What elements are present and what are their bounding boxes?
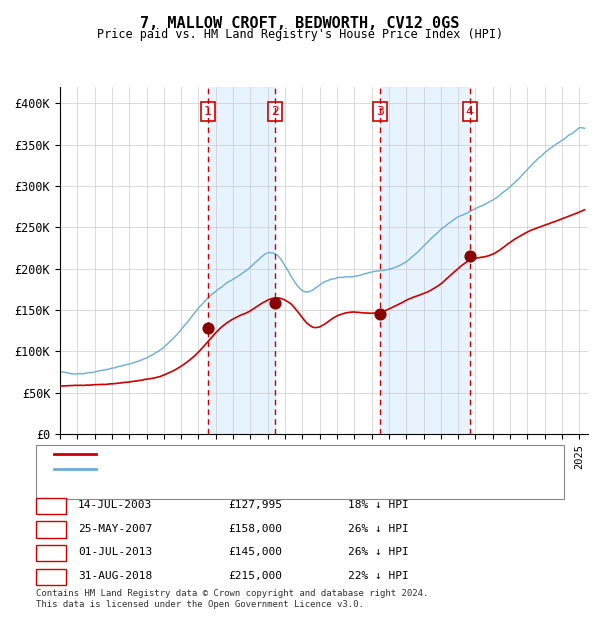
Text: 14-JUL-2003: 14-JUL-2003 [78, 500, 152, 510]
Text: 3: 3 [47, 547, 55, 557]
Text: £158,000: £158,000 [228, 524, 282, 534]
Text: 2: 2 [271, 105, 278, 118]
Text: 31-AUG-2018: 31-AUG-2018 [78, 571, 152, 581]
Text: £127,995: £127,995 [228, 500, 282, 510]
Point [203, 323, 212, 333]
Text: 4: 4 [47, 571, 55, 581]
Text: 26% ↓ HPI: 26% ↓ HPI [348, 524, 409, 534]
Point [270, 298, 280, 308]
Text: 18% ↓ HPI: 18% ↓ HPI [348, 500, 409, 510]
Text: 22% ↓ HPI: 22% ↓ HPI [348, 571, 409, 581]
Text: 01-JUL-2013: 01-JUL-2013 [78, 547, 152, 557]
Text: £215,000: £215,000 [228, 571, 282, 581]
Point [376, 309, 385, 319]
Text: 1: 1 [204, 105, 212, 118]
Bar [208, 87, 275, 434]
Text: 1: 1 [47, 500, 55, 510]
Text: HPI: Average price, detached house, Nuneaton and Bedworth: HPI: Average price, detached house, Nune… [105, 464, 461, 474]
Text: 4: 4 [466, 105, 474, 118]
Text: Price paid vs. HM Land Registry's House Price Index (HPI): Price paid vs. HM Land Registry's House … [97, 28, 503, 41]
Text: 7, MALLOW CROFT, BEDWORTH, CV12 0GS: 7, MALLOW CROFT, BEDWORTH, CV12 0GS [140, 16, 460, 30]
Text: Contains HM Land Registry data © Crown copyright and database right 2024.
This d: Contains HM Land Registry data © Crown c… [36, 590, 428, 609]
Text: 7, MALLOW CROFT, BEDWORTH, CV12 0GS (detached house): 7, MALLOW CROFT, BEDWORTH, CV12 0GS (det… [105, 450, 430, 459]
Point [465, 251, 475, 261]
Text: 26% ↓ HPI: 26% ↓ HPI [348, 547, 409, 557]
Text: £145,000: £145,000 [228, 547, 282, 557]
Bar [380, 87, 470, 434]
Text: 3: 3 [376, 105, 384, 118]
Text: 2: 2 [47, 524, 55, 534]
Text: 25-MAY-2007: 25-MAY-2007 [78, 524, 152, 534]
